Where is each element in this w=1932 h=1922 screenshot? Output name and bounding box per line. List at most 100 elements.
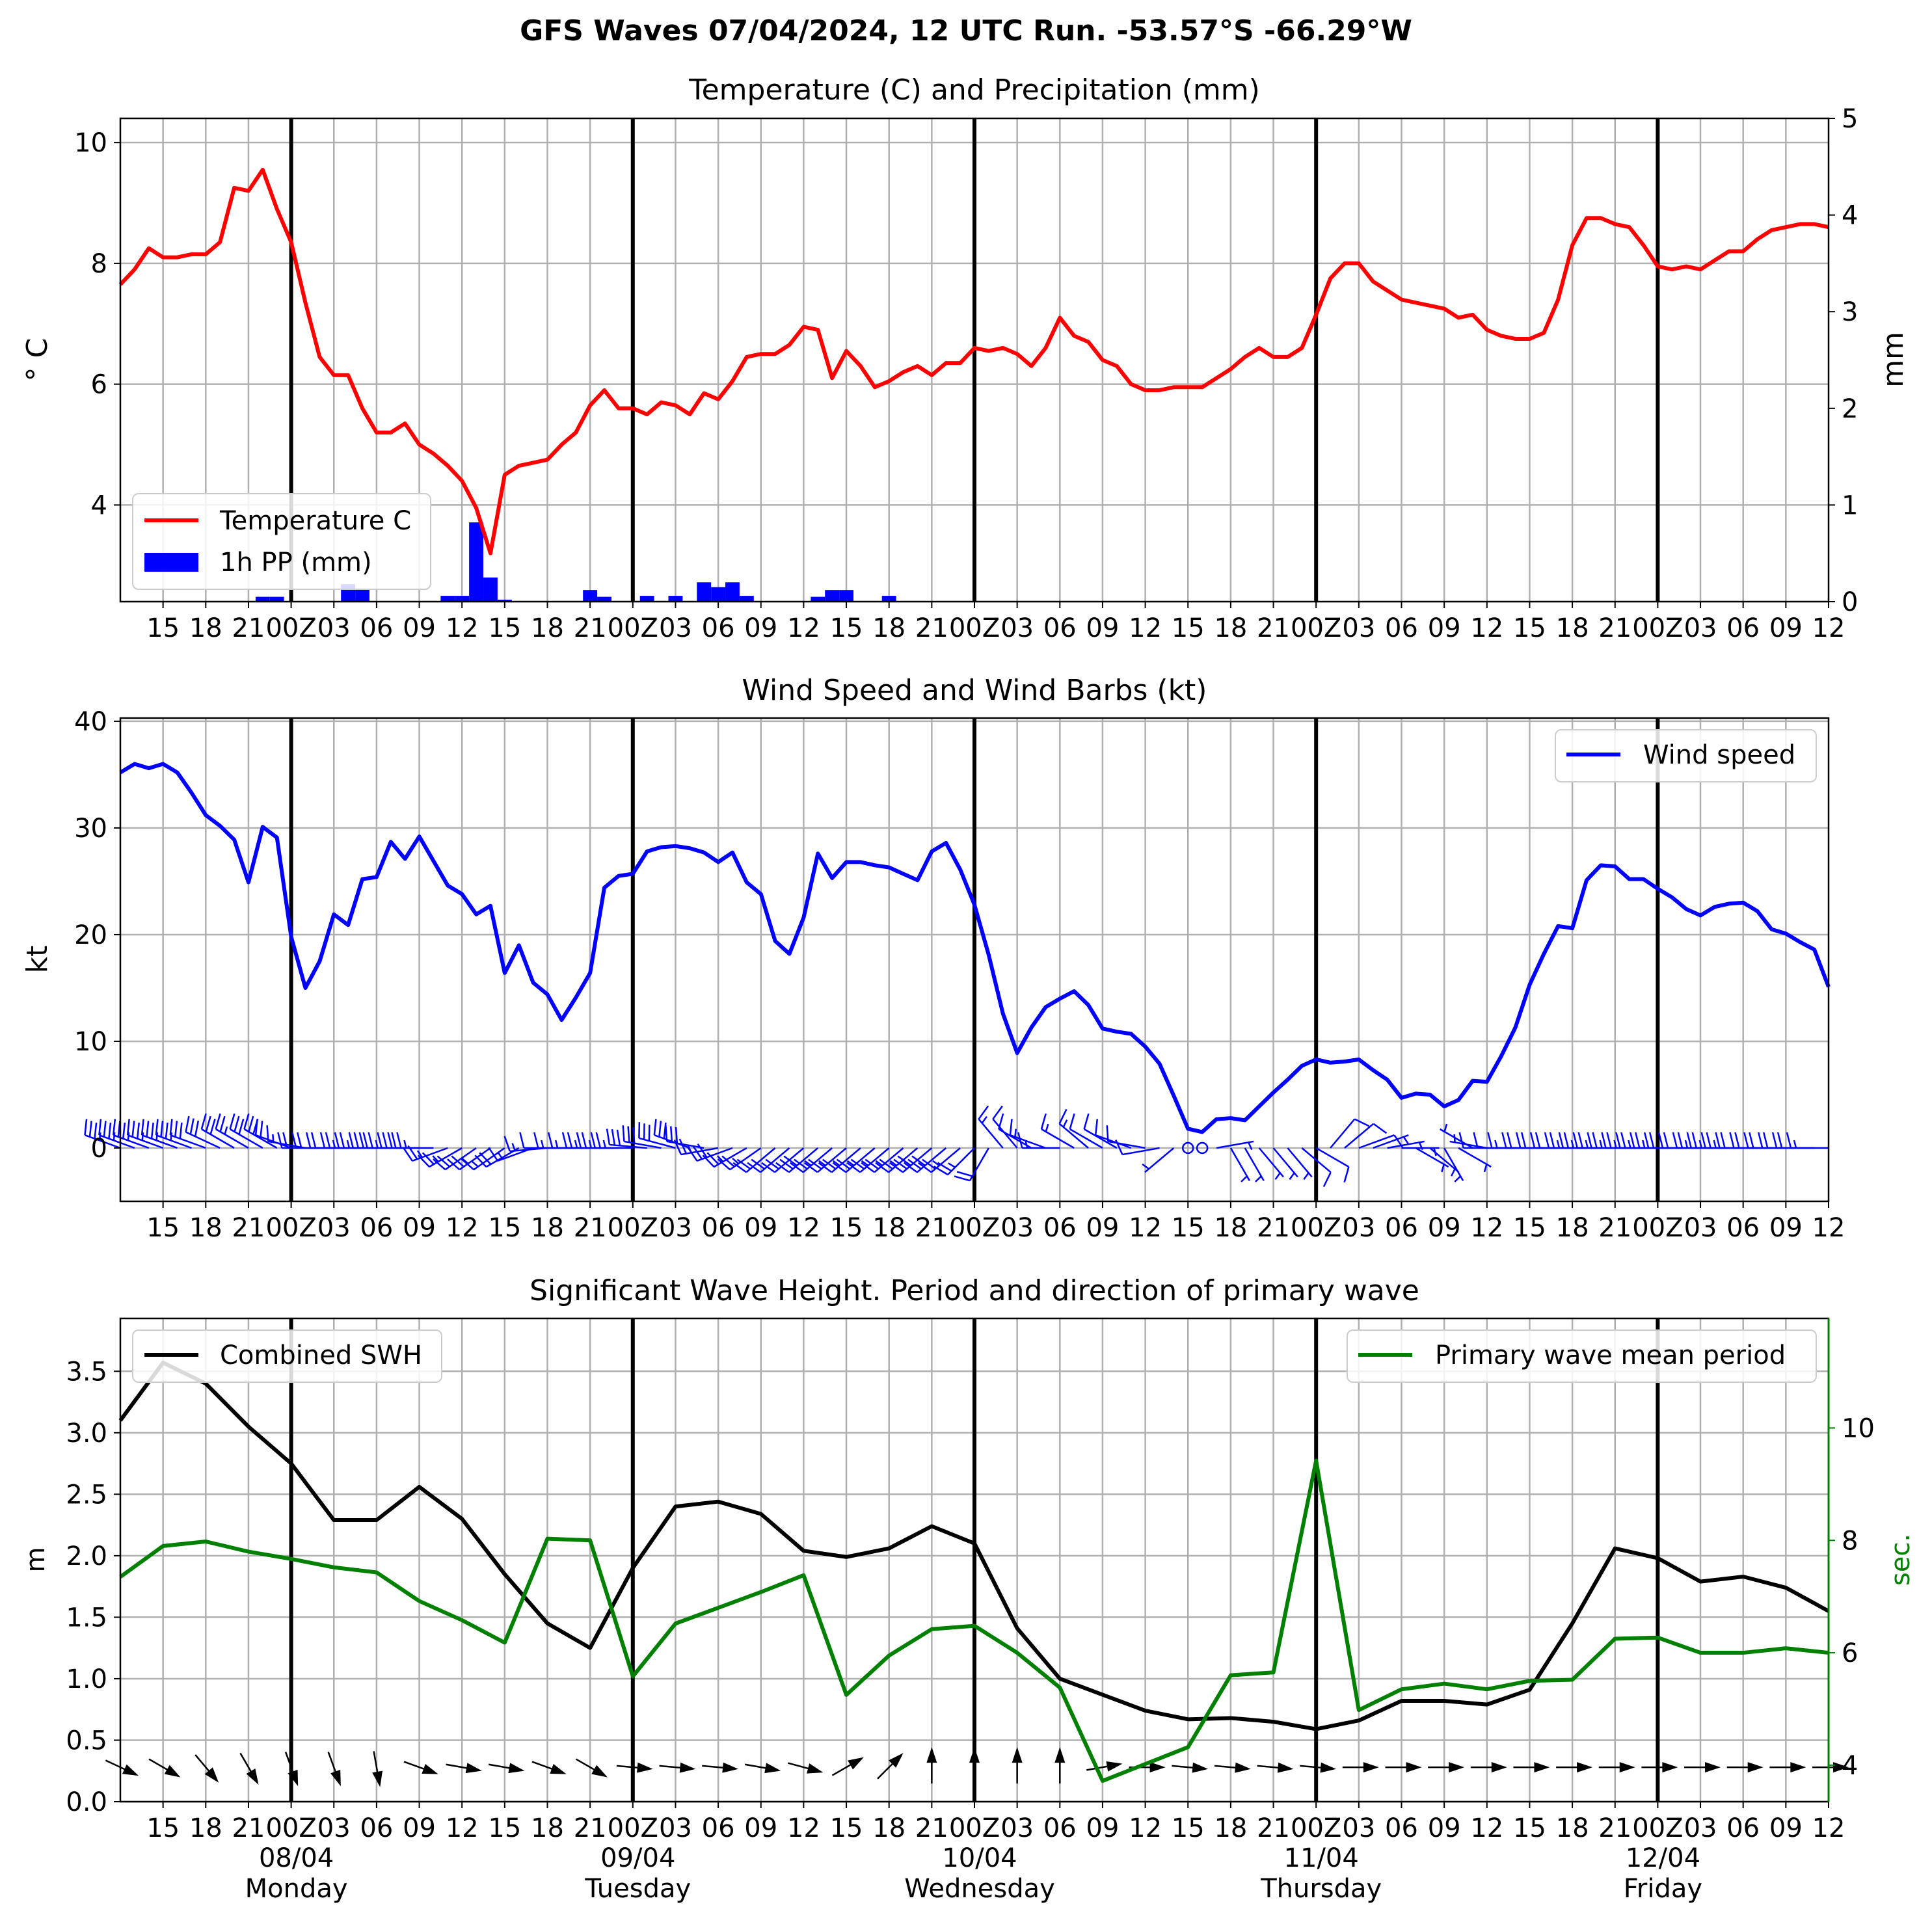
wind-barb-staff [412,1147,448,1162]
wind-barb-feather [736,1158,751,1170]
wind-barb [1786,1132,1829,1149]
x-tick-label: 09 [1086,613,1119,643]
wind-barb-feather [396,1132,402,1149]
wave-direction-arrow [1428,1762,1465,1773]
wind-barb-staff [788,1147,819,1173]
wind-barb-half-feather [1443,1123,1448,1132]
wave-direction-arrow [1385,1762,1422,1773]
y-axis-right-label: sec. [1886,1534,1916,1586]
wind-barb-feather [653,1119,657,1136]
wind-barb-feather [611,1129,616,1145]
arrow-head [764,1763,781,1774]
wind-barb-half-feather [511,1143,516,1151]
wind-barb-feather [832,1162,847,1173]
wind-barb [126,1119,164,1149]
wind-barb [1216,1140,1254,1151]
wind-barb-staff [639,1137,676,1149]
wind-barb-feather [209,1118,216,1135]
x-axis-ticks: 15 18 21 00Z 03 06 09 12 15 18 21 00Z 03 06 09 12 15 18 21… [146,1201,1845,1243]
wind-barb-staff [1301,1147,1332,1173]
wind-barb-staff [1058,1123,1089,1149]
x-tick-label: 09 [1769,613,1803,643]
wind-barb-feather [205,1115,211,1132]
wind-barb-feather [155,1119,159,1136]
wind-barb-staff [1144,1147,1175,1173]
wind-barb-staff [609,1143,647,1149]
arrow-head [164,1765,181,1778]
legend: Wind speed [1555,729,1817,782]
wind-barb-half-feather [1255,1175,1262,1182]
x-tick-label: 06 [702,613,735,643]
x-tick-label: 03 [1000,1813,1034,1843]
wind-barb-half-feather [1613,1140,1617,1149]
x-tick-label: 15 [1172,613,1205,643]
wind-barb-feather [1729,1132,1735,1149]
wind-barb [141,1119,178,1149]
x-tick-label: 12 [446,613,479,643]
wind-barb-half-feather [332,1140,336,1149]
wind-barb-feather [1706,1132,1711,1149]
x-tick-label: 21 [915,613,948,643]
wind-barb-staff [1358,1134,1395,1149]
arrow-head [1012,1747,1023,1763]
wind-barb-feather [889,1162,904,1173]
wind-barb-calm [1196,1141,1209,1155]
x-tick-label: 15 [488,613,521,643]
x-tick-label: 06 [1726,1813,1760,1843]
x-tick-label: 21 [232,1213,265,1243]
wind-barb-feather [103,1121,107,1138]
y-tick-label: 2.5 [66,1480,107,1510]
wave-direction-arrow [148,1758,181,1778]
wind-barb-feather [992,1105,1003,1120]
wind-barb-staff [1069,1128,1103,1149]
wind-barb-feather [956,1171,973,1177]
x-tick-label: 15 [1172,1213,1205,1243]
wind-barb-half-feather [716,1155,724,1162]
wind-barb-staff [473,1147,505,1171]
wind-barb-feather [282,1132,288,1149]
wind-barb-feather [702,1155,715,1168]
wind-barb-feather [1017,1132,1023,1149]
wind-barb [846,1147,890,1173]
wind-barb [402,1145,448,1162]
x-tick-label: 03 [659,613,692,643]
precip-bar [711,587,726,602]
wind-barb-half-feather [602,1140,607,1149]
x-tick-label: 06 [1385,1213,1418,1243]
arrow-head [1235,1762,1251,1773]
x-tick-label: 09 [403,613,436,643]
wind-barb [818,1147,861,1173]
x-tick-label: 12 [1129,1213,1162,1243]
wind-barb-feather [836,1158,851,1170]
wind-barb-half-feather [1599,1140,1603,1149]
wind-barb-feather [1373,1123,1388,1134]
wind-barb-staff [816,1147,847,1173]
wind-barb-staff [1443,1147,1464,1181]
arrow-head [1790,1762,1806,1773]
wind-barb-staff [978,1118,1004,1149]
wind-barb-feather [131,1121,135,1138]
y-right-tick-label: 4 [1842,1751,1858,1781]
arrow-head [508,1763,525,1774]
wind-barb-half-feather [346,1140,351,1149]
period-line [119,1458,1829,1783]
wave-direction-arrow [1769,1762,1806,1773]
wind-barb-staff [1229,1147,1250,1181]
x-tick-label: 12 [1812,1813,1845,1843]
wind-barb [1272,1147,1298,1181]
legend: Combined SWH Primary wave mean period [132,1329,1817,1383]
wind-barb-feather [368,1132,373,1149]
wind-barb-staff [1272,1147,1298,1178]
x-tick-label: 00Z [1291,1213,1341,1243]
x-tick-label: 06 [360,613,393,643]
x-day-weekday-label: Monday [245,1874,348,1904]
y-tick-label: 0.0 [66,1787,107,1817]
wind-barb-feather [1786,1132,1792,1149]
wind-barb-feather [1572,1132,1578,1149]
wind-barb-feather [998,1113,1004,1130]
wind-barb [1315,1147,1350,1183]
wind-panel: Wind Speed and Wind Barbs (kt) 0 10 20 30 40… [21,674,1845,1243]
wind-barb-staff [1216,1140,1254,1149]
wind-barb-feather [879,1158,893,1170]
precip-bar [881,596,896,602]
